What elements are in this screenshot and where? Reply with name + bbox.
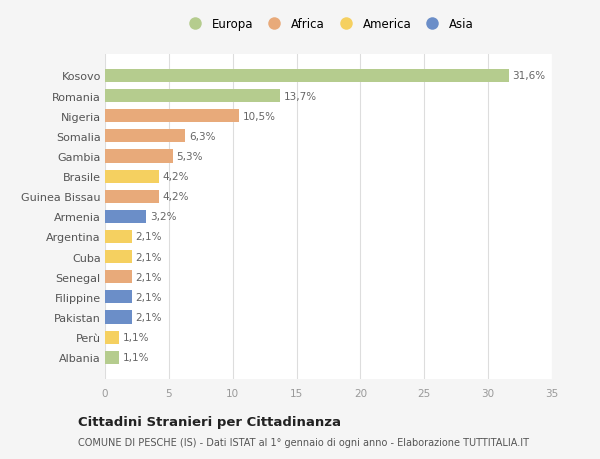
Bar (105, 170, 158, 183)
Bar (105, 130, 185, 143)
Text: 3,2%: 3,2% (150, 212, 176, 222)
Text: 1,1%: 1,1% (123, 332, 149, 342)
Bar (105, 210, 146, 224)
Text: 10,5%: 10,5% (243, 112, 276, 122)
Bar (105, 251, 132, 263)
Text: 2,1%: 2,1% (136, 272, 162, 282)
Legend: Europa, Africa, America, Asia: Europa, Africa, America, Asia (181, 16, 476, 34)
Text: 13,7%: 13,7% (284, 91, 317, 101)
Bar (105, 331, 119, 344)
Bar (105, 90, 280, 103)
Bar (105, 150, 173, 163)
Text: Cittadini Stranieri per Cittadinanza: Cittadini Stranieri per Cittadinanza (78, 415, 341, 428)
Bar (105, 70, 509, 83)
Text: 5,3%: 5,3% (176, 151, 203, 162)
Text: 2,1%: 2,1% (136, 292, 162, 302)
Bar (105, 190, 158, 203)
Text: 2,1%: 2,1% (136, 252, 162, 262)
Bar (105, 311, 132, 324)
Text: 1,1%: 1,1% (123, 353, 149, 363)
Bar (105, 351, 119, 364)
Bar (105, 271, 132, 284)
Bar (105, 291, 132, 304)
Text: COMUNE DI PESCHE (IS) - Dati ISTAT al 1° gennaio di ogni anno - Elaborazione TUT: COMUNE DI PESCHE (IS) - Dati ISTAT al 1°… (78, 437, 529, 447)
Text: 31,6%: 31,6% (512, 71, 545, 81)
Text: 2,1%: 2,1% (136, 312, 162, 322)
Text: 4,2%: 4,2% (163, 172, 189, 182)
Bar (105, 110, 239, 123)
Text: 6,3%: 6,3% (189, 132, 216, 141)
Text: 4,2%: 4,2% (163, 192, 189, 202)
Bar (105, 230, 132, 243)
Text: 2,1%: 2,1% (136, 232, 162, 242)
